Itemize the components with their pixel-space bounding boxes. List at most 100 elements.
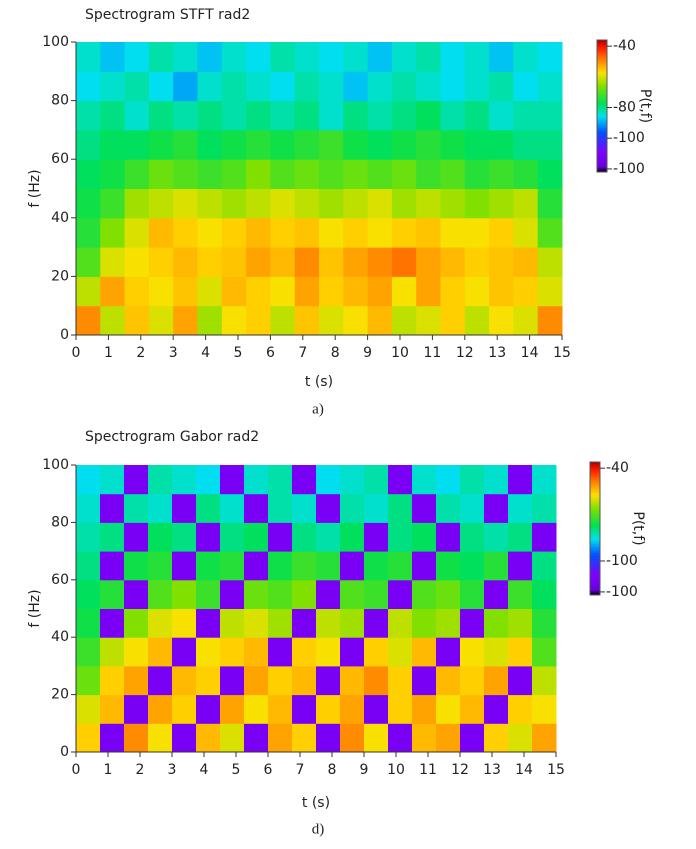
heat-cell: [391, 42, 417, 72]
colorbar-swatch: [597, 121, 607, 125]
heat-cell: [316, 579, 341, 609]
heat-cell: [316, 493, 341, 523]
heat-cell: [436, 608, 461, 638]
heat-cell: [532, 522, 557, 552]
heat-cell: [172, 551, 197, 581]
heat-cell: [221, 217, 247, 248]
x-tick-label: 2: [136, 762, 145, 778]
heat-cell: [124, 42, 150, 72]
heat-cell: [436, 723, 461, 753]
heat-cell: [148, 188, 174, 219]
heat-cell: [196, 665, 221, 696]
heat-cell: [292, 665, 317, 696]
heat-cell: [196, 694, 221, 724]
heat-cell: [340, 551, 365, 581]
heat-cell: [148, 579, 173, 609]
colorbar-swatch: [590, 524, 600, 527]
heat-cell: [484, 522, 509, 552]
heat-cell: [464, 188, 490, 219]
heat-cell: [196, 551, 221, 581]
colorbar-swatch: [590, 561, 600, 565]
colorbar-swatch: [597, 125, 607, 129]
heat-cell: [436, 551, 461, 581]
colorbar-swatch: [597, 103, 607, 107]
heat-cell: [124, 579, 149, 609]
heat-cell: [513, 305, 539, 336]
heat-cell: [221, 188, 247, 219]
heat-cell: [76, 723, 101, 753]
heat-cell: [173, 188, 198, 219]
colorbar-tick-label: -100: [613, 161, 645, 177]
heat-cell: [508, 665, 533, 696]
heat-cell: [124, 551, 149, 581]
heat-cell: [364, 637, 389, 667]
heat-cell: [173, 217, 198, 248]
heat-cell: [532, 493, 557, 523]
colorbar-swatch: [597, 75, 607, 78]
colorbar-swatch: [597, 66, 607, 70]
heat-cell: [343, 276, 369, 307]
heat-cell: [270, 159, 296, 189]
colorbar-swatch: [590, 528, 600, 532]
colorbar-swatch: [590, 506, 600, 510]
heat-cell: [268, 608, 293, 638]
colorbar-swatch: [590, 592, 600, 596]
colorbar-swatch: [597, 70, 607, 74]
heat-cell: [319, 217, 344, 248]
heat-cell: [489, 71, 514, 102]
heat-cell: [364, 522, 389, 552]
heat-cell: [464, 42, 490, 72]
heat-cell: [513, 188, 539, 219]
heat-cell: [246, 188, 271, 219]
heat-cell: [537, 71, 563, 102]
colorbar-swatch: [590, 484, 600, 487]
heat-cell: [76, 188, 101, 219]
heat-cell: [244, 723, 269, 753]
heat-cell: [513, 159, 539, 189]
heat-cell: [316, 665, 341, 696]
heat-cell: [100, 71, 126, 102]
heat-cell: [246, 42, 271, 72]
heat-cell: [76, 71, 101, 102]
heat-cell: [173, 129, 198, 160]
heat-cell: [484, 637, 509, 667]
y-tick-label: 80: [51, 93, 69, 109]
x-tick-label: 6: [264, 762, 273, 778]
x-tick-label: 8: [328, 762, 337, 778]
heat-cell: [440, 276, 466, 307]
colorbar-swatch: [590, 490, 600, 494]
heat-cell: [340, 493, 365, 523]
heat-cell: [197, 188, 223, 219]
colorbar-swatch: [590, 535, 600, 538]
heat-cell: [124, 159, 150, 189]
heat-cell: [484, 579, 509, 609]
heat-cell: [197, 129, 223, 160]
heat-cell: [76, 129, 101, 160]
heat-cell: [416, 71, 441, 102]
heat-cell: [292, 579, 317, 609]
colorbar-swatch: [597, 92, 607, 96]
colorbar-swatch: [590, 539, 600, 543]
heat-cell: [440, 305, 466, 336]
colorbar-swatch: [597, 130, 607, 133]
heat-cell: [489, 217, 514, 248]
heat-cell: [316, 723, 341, 753]
heat-cell: [294, 100, 320, 131]
heat-cell: [220, 723, 245, 753]
heat-cell: [508, 723, 533, 753]
heat-cell: [416, 42, 441, 72]
colorbar-swatch: [590, 548, 600, 552]
colorbar-swatch: [590, 493, 600, 496]
colorbar-swatch: [597, 53, 607, 56]
colorbar-swatch: [590, 468, 600, 472]
heat-cell: [436, 465, 461, 495]
heat-cell: [532, 465, 557, 495]
colorbar-swatch: [590, 515, 600, 518]
heat-cell: [343, 247, 369, 277]
heat-cell: [412, 522, 437, 552]
heat-cell: [172, 465, 197, 495]
heat-cell: [268, 723, 293, 753]
heat-cell: [537, 276, 563, 307]
heat-cell: [343, 42, 369, 72]
heat-cell: [244, 608, 269, 638]
